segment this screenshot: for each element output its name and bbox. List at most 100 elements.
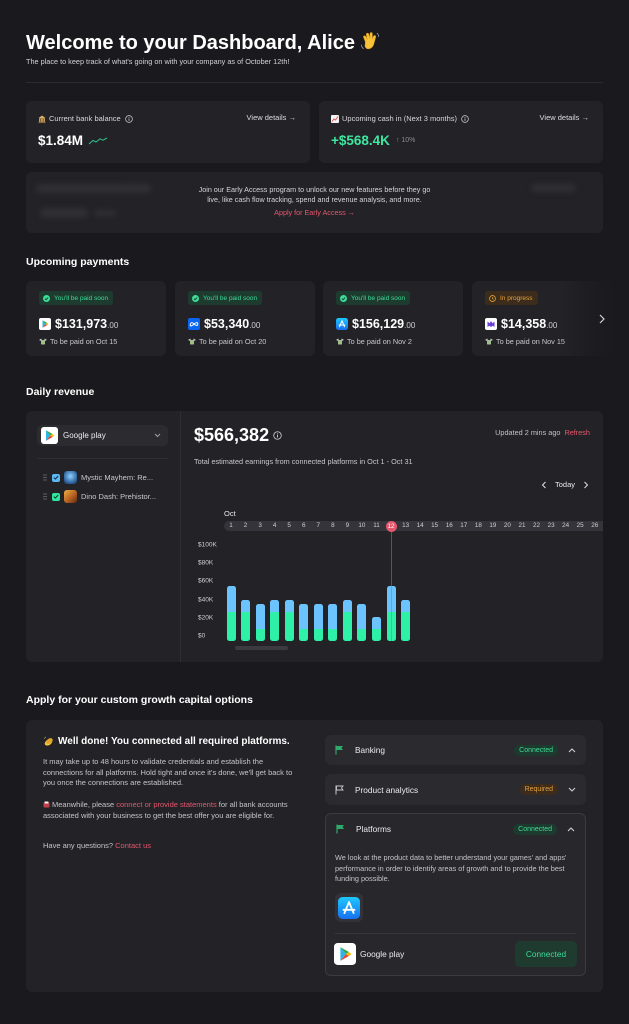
day-tick[interactable]: 6 (301, 522, 306, 529)
connect-statements-link[interactable]: connect or provide statements (116, 800, 217, 809)
flag-filled-icon (335, 745, 343, 755)
carousel-fade (560, 281, 629, 356)
app-checkbox[interactable] (52, 492, 60, 501)
day-tick[interactable]: 22 (533, 522, 541, 529)
info-icon[interactable] (124, 114, 133, 123)
day-tick[interactable]: 8 (331, 522, 335, 529)
accordion-banking[interactable]: Banking Connected (325, 735, 586, 765)
google-play-icon (39, 318, 51, 330)
bar-segment (241, 599, 251, 612)
chevron-up-icon[interactable] (568, 747, 576, 753)
day-strip: 1 2 3 4 5 6 7 8 9 10 11 12 13 14 15 16 17 18 19 20 21 22 23 24 2… (224, 520, 603, 532)
check-circle-icon (43, 294, 50, 302)
status-badge: Connected (513, 823, 557, 835)
day-tick[interactable]: 5 (287, 522, 291, 529)
money-with-wings-icon (336, 338, 344, 345)
revenue-description: Total estimated earnings from connected … (194, 457, 413, 466)
accordion-header[interactable]: Platforms Connected (326, 814, 585, 844)
bar-segment (401, 599, 411, 612)
day-tick[interactable]: 20 (503, 522, 511, 529)
info-icon[interactable] (461, 114, 469, 123)
payment-card[interactable]: You'll be paid soon $156,129.00 To be pa… (323, 281, 463, 356)
day-tick[interactable]: 25 (576, 522, 584, 529)
purple-m-icon (485, 318, 497, 330)
day-tick[interactable]: 14 (416, 522, 424, 529)
platforms-description: We look at the product data to better un… (335, 853, 567, 884)
accordion-product-analytics[interactable]: Product analytics Required (325, 774, 586, 805)
platform-select[interactable]: Google play (37, 425, 168, 446)
revenue-bar[interactable] (299, 603, 309, 641)
day-tick[interactable]: 7 (316, 522, 321, 529)
selected-day-marker[interactable]: 12 (385, 520, 397, 532)
info-icon[interactable] (273, 431, 282, 440)
revenue-bar[interactable] (226, 586, 236, 641)
revenue-bar[interactable] (241, 599, 251, 641)
bar-segment (255, 629, 265, 641)
day-tick[interactable]: 26 (591, 522, 599, 529)
accordion-header[interactable]: Product analytics Required (325, 774, 586, 805)
day-tick[interactable]: 10 (358, 522, 366, 529)
revenue-bar[interactable] (357, 603, 367, 641)
horizontal-scrollbar[interactable] (235, 646, 288, 650)
revenue-bar[interactable] (328, 603, 338, 641)
divider (335, 933, 576, 934)
chevron-right-icon[interactable] (596, 313, 608, 325)
apply-early-access-label[interactable]: Apply for Early Access → (274, 208, 355, 217)
view-details-link[interactable]: View details → (539, 113, 589, 122)
chevron-down-icon[interactable] (568, 787, 576, 792)
view-details-link[interactable]: View details → (246, 113, 296, 122)
day-tick[interactable]: 24 (562, 522, 570, 529)
day-tick[interactable]: 4 (272, 522, 277, 529)
today-button[interactable]: Today (554, 480, 575, 489)
day-tick[interactable]: 21 (518, 522, 526, 529)
revenue-bar[interactable] (342, 599, 352, 641)
platform-select-value: Google play (63, 431, 106, 440)
drag-handle-icon[interactable] (43, 493, 47, 500)
app-checkbox[interactable] (52, 473, 60, 482)
chevron-left-icon[interactable] (541, 481, 547, 489)
apply-early-access-link[interactable]: Apply for Early Access → (26, 208, 603, 217)
y-axis-tick: $40K (198, 596, 214, 604)
chevron-up-icon[interactable] (567, 826, 575, 832)
app-list-item[interactable]: Mystic Mayhem: Re... (43, 471, 153, 484)
chart-increasing-icon (331, 114, 339, 123)
app-list-item[interactable]: Dino Dash: Prehistor... (43, 490, 156, 503)
day-tick[interactable]: 2 (243, 522, 248, 529)
date-navigator: Today (541, 480, 589, 489)
day-tick[interactable]: 3 (258, 522, 262, 529)
contact-us-link[interactable]: Contact us (115, 841, 151, 850)
check-circle-icon (192, 294, 199, 302)
growth-capital-card: Well done! You connected all required pl… (26, 720, 603, 992)
status-badge: Connected (514, 744, 558, 756)
revenue-bar[interactable] (255, 603, 265, 641)
payment-card[interactable]: You'll be paid soon $53,340.00 To be pai… (175, 281, 315, 356)
app-store-connection[interactable] (335, 893, 363, 922)
revenue-bar[interactable] (270, 599, 280, 641)
mystic-mayhem-app-icon (64, 471, 77, 484)
day-tick[interactable]: 16 (445, 522, 453, 529)
payment-due: To be paid on Nov 15 (485, 337, 565, 346)
accordion-platforms[interactable]: Platforms Connected We look at the produ… (325, 813, 586, 976)
day-tick[interactable]: 19 (489, 522, 497, 529)
bar-segment (270, 599, 280, 612)
revenue-bar[interactable] (372, 617, 381, 641)
accordion-header[interactable]: Banking Connected (325, 735, 586, 765)
day-tick[interactable]: 18 (474, 522, 482, 529)
payment-card[interactable]: You'll be paid soon $131,973.00 To be pa… (26, 281, 166, 356)
day-tick[interactable]: 1 (229, 522, 233, 529)
day-tick[interactable]: 17 (460, 522, 468, 529)
drag-handle-icon[interactable] (43, 474, 47, 481)
day-tick[interactable]: 23 (547, 522, 555, 529)
connected-button[interactable]: Connected (515, 941, 577, 967)
day-tick[interactable]: 11 (373, 522, 380, 529)
refresh-link[interactable]: Refresh (564, 428, 590, 437)
upcoming-cash-card: Upcoming cash in (Next 3 months) View de… (319, 101, 603, 163)
day-tick[interactable]: 15 (431, 522, 439, 529)
chevron-right-icon[interactable] (583, 481, 589, 489)
revenue-bar[interactable] (313, 603, 323, 641)
revenue-bar[interactable] (284, 599, 294, 641)
day-tick[interactable]: 13 (402, 522, 410, 529)
day-tick[interactable]: 9 (345, 522, 350, 529)
money-with-wings-icon (39, 338, 47, 345)
revenue-bar[interactable] (401, 599, 411, 641)
